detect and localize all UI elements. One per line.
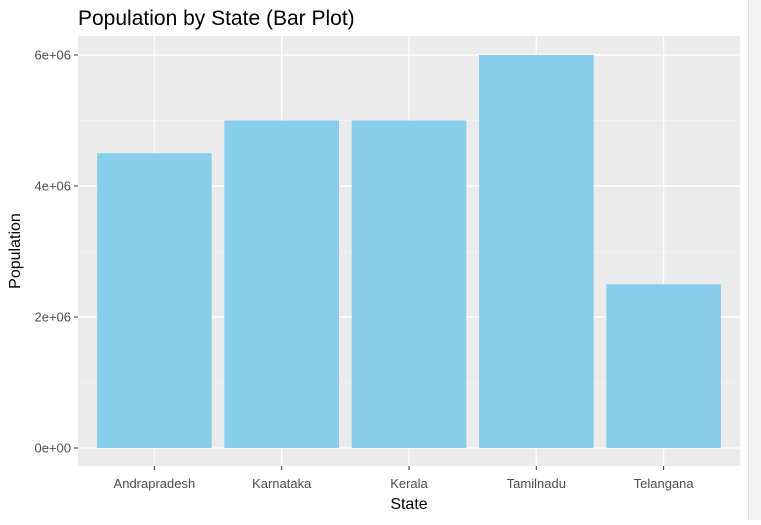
y-axis-label: Population <box>7 213 24 289</box>
x-tick-label: Tamilnadu <box>507 476 566 491</box>
x-tick-label: Telangana <box>634 476 695 491</box>
chart-title: Population by State (Bar Plot) <box>78 7 355 30</box>
x-tick-label: Andrapradesh <box>114 476 196 491</box>
y-tick-label: 2e+06 <box>34 310 71 325</box>
bar-chart: Population by State (Bar Plot) 0e+00 2e+0… <box>7 7 740 513</box>
bars <box>97 55 721 448</box>
bar-telangana <box>606 284 721 448</box>
x-axis-label: State <box>390 496 427 513</box>
x-tick-label: Kerala <box>390 476 428 491</box>
y-tick-label: 6e+06 <box>34 48 71 63</box>
y-tick-label: 0e+00 <box>34 441 71 456</box>
bar-karnataka <box>224 120 339 448</box>
x-tick-label: Karnataka <box>252 476 312 491</box>
axes: 0e+00 2e+06 4e+06 6e+06 Andrapradesh Karnatak… <box>34 48 694 492</box>
bar-tamilnadu <box>479 55 594 448</box>
window-edge <box>748 0 761 520</box>
bar-kerala <box>351 120 467 448</box>
bar-andrapradesh <box>97 153 212 448</box>
y-tick-label: 4e+06 <box>34 179 71 194</box>
